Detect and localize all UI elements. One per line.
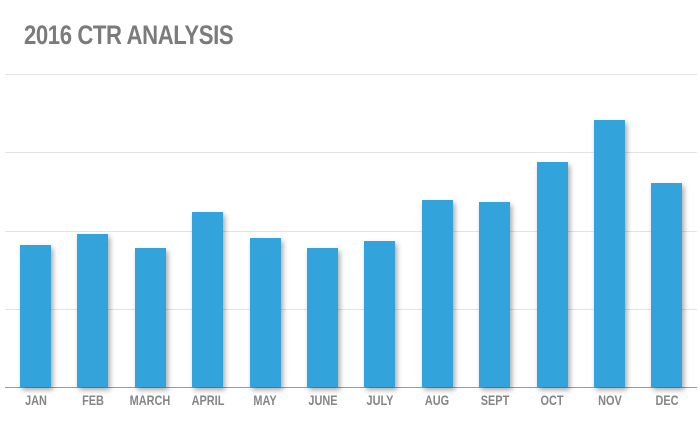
x-label-april: APRIL: [191, 392, 225, 408]
bar-june: [307, 247, 338, 387]
gridline: [5, 230, 697, 232]
x-label-aug: AUG: [425, 392, 450, 408]
x-label-march: MARCH: [129, 392, 171, 408]
bar-july: [364, 240, 396, 387]
bar-feb: [77, 233, 109, 387]
x-label-oct: OCT: [540, 392, 564, 408]
bar-oct: [536, 162, 568, 387]
gridline: [5, 152, 697, 154]
gridline: [5, 74, 697, 75]
x-label-july: JULY: [366, 392, 394, 408]
bar-march: [134, 247, 166, 387]
x-label-june: JUNE: [307, 392, 338, 408]
bar-nov: [594, 120, 625, 387]
x-label-jan: JAN: [24, 392, 47, 408]
chart-title: 2016 CTR ANALYSIS: [24, 20, 234, 50]
x-label-may: MAY: [253, 392, 277, 408]
bar-sept: [479, 201, 511, 387]
x-label-nov: NOV: [597, 392, 622, 408]
bar-april: [192, 211, 224, 387]
x-label-sept: SEPT: [480, 392, 509, 408]
bar-may: [249, 238, 281, 387]
x-label-dec: DEC: [655, 392, 679, 408]
bar-dec: [651, 182, 683, 387]
bar-aug: [421, 199, 453, 387]
plot-area: [5, 74, 697, 388]
x-axis-line: [5, 387, 697, 388]
x-label-feb: FEB: [81, 392, 104, 408]
bar-jan: [20, 244, 51, 387]
gridline: [5, 308, 697, 310]
